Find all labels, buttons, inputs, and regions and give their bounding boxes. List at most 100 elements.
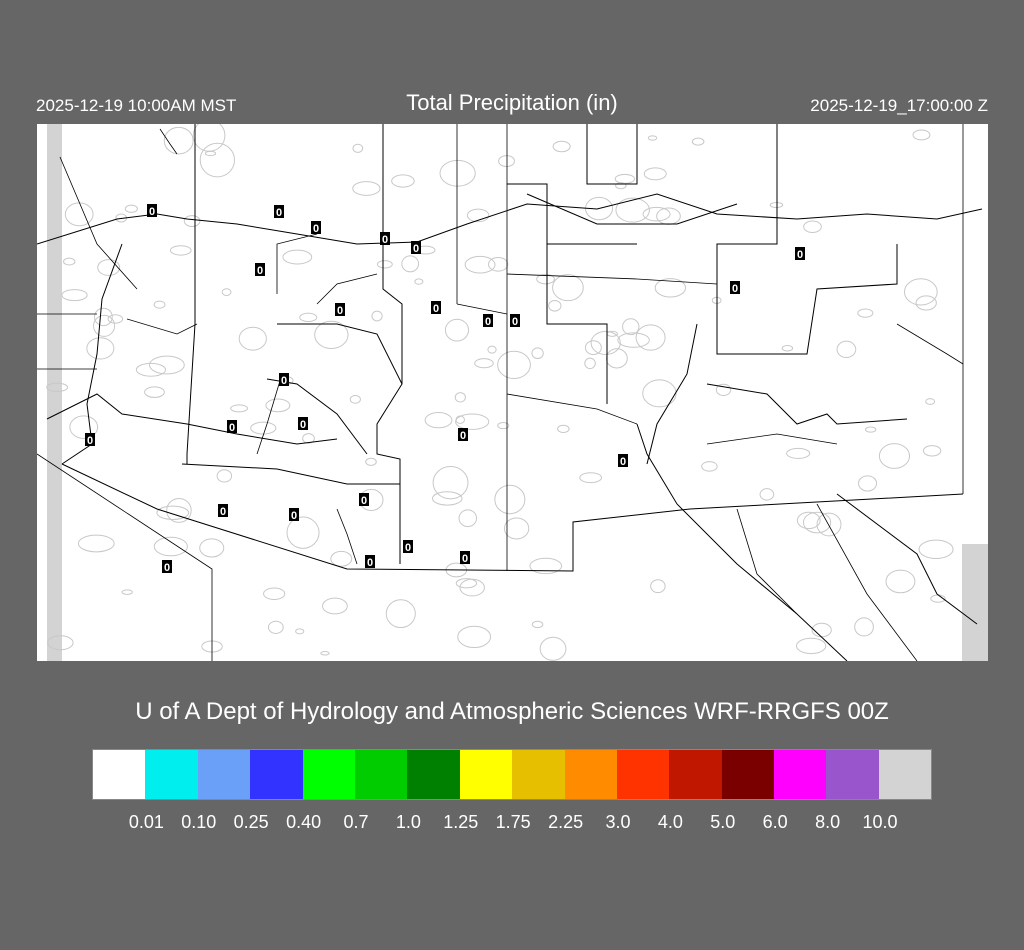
station-value: 0 [227,420,237,434]
boundary-line [36,193,983,245]
terrain-contour [163,126,194,155]
terrain-contour [529,557,563,575]
terrain-contour [169,245,192,256]
terrain-contour [314,320,349,349]
svg-text:0: 0 [620,456,626,468]
boundary-line [159,128,178,155]
terrain-contour [302,433,315,444]
station-value: 0 [460,551,470,565]
boundary-line [61,243,123,465]
terrain-contour [584,357,596,370]
terrain-contour [803,220,822,233]
legend-swatch [878,750,932,799]
terrain-contour [781,345,794,352]
terrain-contour [107,314,124,324]
legend-label: 0.25 [233,812,269,832]
station-value: 0 [289,508,299,522]
station-markers: 0 0 0 0 0 0 0 0 0 0 0 0 0 0 0 0 0 0 0 0 0 0 0 0 0 [85,204,805,574]
terrain-contour [605,348,628,369]
local-time-label: 2025-12-19 10:00AM MST [36,96,237,115]
svg-text:0: 0 [405,542,411,554]
legend-swatch [145,750,198,799]
legend-label: 5.0 [710,812,736,832]
boundary-line [506,393,638,425]
terrain-contour [63,257,76,266]
legend-label: 1.75 [495,812,531,832]
terrain-contour [93,314,116,337]
svg-text:0: 0 [460,430,466,442]
station-value: 0 [365,555,375,569]
station-value: 0 [162,560,172,574]
legend-swatch [459,750,513,799]
terrain-contour [864,426,877,433]
terrain-contour [124,204,138,213]
svg-text:0: 0 [797,249,803,261]
terrain-contour [385,599,416,629]
terrain-contour [299,312,318,323]
boundary-line [61,463,964,572]
terrain-contour [365,457,377,466]
terrain-contour [857,308,874,318]
terrain-contour [464,255,496,274]
legend-swatch [93,750,146,799]
boundary-line [376,124,403,564]
legend-label: 10.0 [862,812,898,832]
terrain-contour [64,202,94,227]
svg-text:0: 0 [276,207,282,219]
terrain-contour [925,398,936,405]
terrain-contour [401,255,420,273]
terrain-contour [903,278,938,306]
terrain-contour [615,197,650,223]
valid-time-label: 2025-12-19_17:00:00 Z [810,96,988,115]
terrain-contour [221,288,232,296]
boundary-line [896,323,964,365]
svg-text:0: 0 [433,303,439,315]
svg-text:0: 0 [462,553,468,565]
map-canvas: 0 0 0 0 0 0 0 0 0 0 0 0 0 0 0 0 0 0 0 0 0 0 0 0 0 [36,119,988,662]
terrain-contour [497,422,510,430]
boundary-line [186,124,196,464]
boundary-line [816,503,918,662]
terrain-contour [487,345,497,354]
boundary-line [256,373,283,455]
political-boundaries [36,124,983,662]
terrain-contour [836,340,857,359]
terrain-contour [250,421,277,435]
terrain-contour [622,318,640,336]
terrain-contour [474,358,494,369]
terrain-contour [149,355,185,375]
terrain-contours [46,119,954,661]
boundary-line [336,508,358,565]
boundary-line [277,323,403,385]
terrain-contour [922,445,942,457]
legend-label: 6.0 [762,812,788,832]
terrain-contour [811,622,832,638]
station-value: 0 [359,493,369,507]
boundary-line [546,244,608,404]
terrain-contour [216,469,233,483]
terrain-contour [552,274,584,302]
terrain-contour [192,119,226,152]
terrain-contour [650,579,666,594]
svg-text:0: 0 [485,316,491,328]
terrain-contour [796,511,821,530]
terrain-contour [352,143,364,153]
legend-swatch [302,750,355,799]
terrain-contour [912,129,931,141]
legend-swatch [774,750,827,799]
terrain-contour [166,497,192,523]
station-value: 0 [335,303,345,317]
terrain-contour [153,300,166,309]
legend-label: 4.0 [657,812,683,832]
terrain-contour [156,505,190,520]
terrain-contour [322,597,348,615]
terrain-contour [802,511,832,534]
terrain-contour [503,517,530,540]
terrain-contour [642,379,677,408]
boundary-line [736,508,798,615]
terrain-contour [455,415,465,424]
legend-swatch [564,750,617,799]
boundary-line [716,124,898,355]
station-value: 0 [795,247,805,261]
terrain-contour [579,472,603,484]
